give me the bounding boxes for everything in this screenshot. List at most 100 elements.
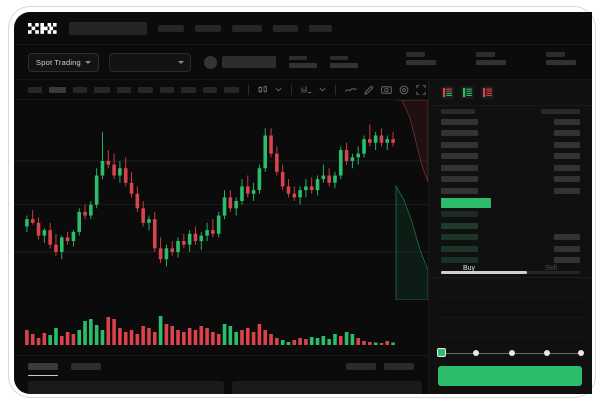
gear-icon[interactable]: [399, 85, 409, 95]
bottom-content-panel-1[interactable]: [232, 381, 422, 394]
chevron-down-icon[interactable]: [319, 87, 326, 92]
bottom-tab-0[interactable]: [28, 363, 58, 376]
bottom-content-panels: [28, 381, 422, 394]
timeframe-2[interactable]: [73, 86, 87, 93]
timeframe-8[interactable]: [203, 86, 217, 93]
header-stat-label: [476, 52, 495, 57]
order-book-row[interactable]: [429, 255, 592, 267]
pencil-icon[interactable]: [364, 84, 374, 95]
nav-item-4[interactable]: [309, 24, 332, 32]
bottom-panel: [14, 355, 428, 394]
header-stat-0: [406, 52, 436, 65]
order-book-depth-bar: [441, 271, 580, 274]
nav-item-2[interactable]: [232, 24, 262, 32]
trading-mode-label: Spot Trading: [36, 57, 81, 67]
indicators-icon[interactable]: [301, 85, 312, 94]
line-chart-icon[interactable]: [345, 86, 357, 94]
slider-stop-75[interactable]: [543, 349, 550, 356]
bottom-action-1[interactable]: [384, 363, 414, 370]
last-price-value: [221, 56, 276, 68]
order-book-row[interactable]: [429, 232, 592, 244]
buy-sell-tabs: Buy Sell: [428, 260, 592, 278]
header-stat-value: [406, 59, 436, 65]
candlestick-chart[interactable]: [14, 100, 428, 300]
fullscreen-icon[interactable]: [416, 84, 426, 95]
slider-stop-100[interactable]: [577, 349, 584, 356]
okx-logo-icon[interactable]: OKX: [28, 22, 58, 34]
toolbar-divider: [335, 84, 336, 95]
top-navigation-bar: OKX: [14, 12, 592, 45]
slider-handle[interactable]: [437, 348, 446, 357]
chart-toolbar: [14, 80, 428, 100]
timeframe-5[interactable]: [138, 86, 153, 93]
trading-pair-select[interactable]: [108, 52, 191, 72]
timeframe-6[interactable]: [160, 86, 174, 93]
order-field-1[interactable]: [436, 298, 584, 318]
chevron-down-icon: [177, 60, 184, 64]
camera-icon[interactable]: [381, 85, 392, 94]
order-book-asks: [429, 116, 592, 197]
app-screen: OKX Spot Trading: [14, 12, 592, 394]
timeframe-0[interactable]: [28, 86, 42, 93]
header-stats-group: [406, 52, 576, 65]
bottom-tab-1[interactable]: [71, 363, 101, 370]
nav-item-0[interactable]: [158, 24, 184, 32]
device-bezel: [8, 6, 596, 398]
header-stat-label: [406, 52, 425, 57]
order-book-header: [429, 105, 592, 116]
timeframe-1[interactable]: [49, 86, 66, 93]
nav-item-3[interactable]: [273, 24, 298, 32]
trade-form-panel: Buy Sell: [428, 260, 592, 394]
order-book-panel: [428, 80, 592, 394]
order-book-row[interactable]: [429, 139, 592, 151]
trading-mode-button[interactable]: Spot Trading: [28, 52, 99, 72]
orderbook-asks-icon[interactable]: [481, 86, 494, 99]
timeframe-3[interactable]: [94, 86, 110, 93]
chevron-down-icon[interactable]: [275, 87, 282, 92]
toolbar-divider: [291, 84, 292, 95]
market-header-bar: Spot Trading: [14, 45, 592, 80]
bottom-tabs: [14, 356, 428, 376]
orderbook-both-icon[interactable]: [441, 86, 454, 99]
candle-type-icon[interactable]: [258, 85, 268, 94]
order-book-row[interactable]: [429, 220, 592, 232]
order-book-row[interactable]: [429, 174, 592, 186]
market-stat-value: [329, 63, 358, 68]
order-book-row[interactable]: [429, 185, 592, 197]
tab-buy[interactable]: Buy: [462, 265, 476, 272]
order-field-0[interactable]: [436, 278, 584, 298]
bottom-action-0[interactable]: [346, 363, 376, 370]
timeframe-4[interactable]: [117, 86, 131, 93]
submit-buy-button[interactable]: [438, 366, 582, 386]
timeframe-9[interactable]: [224, 86, 239, 93]
chevron-down-icon: [84, 60, 91, 64]
tab-sell[interactable]: Sell: [545, 265, 557, 272]
slider-stop-50[interactable]: [508, 349, 515, 356]
header-stat-label: [546, 52, 565, 57]
order-book-layout-toggles: [429, 80, 592, 105]
depth-bar-fill: [441, 271, 528, 274]
order-book-row[interactable]: [429, 162, 592, 174]
order-book-row[interactable]: [429, 151, 592, 163]
order-book-column-amount: [541, 109, 580, 114]
amount-slider[interactable]: [437, 348, 584, 358]
header-stat-2: [546, 52, 576, 65]
bottom-content-panel-0[interactable]: [28, 381, 224, 394]
nav-item-1[interactable]: [195, 24, 221, 32]
order-book-row[interactable]: [429, 128, 592, 140]
order-book-row[interactable]: [429, 116, 592, 128]
order-field-2[interactable]: [436, 318, 584, 338]
bottom-actions: [346, 363, 414, 370]
market-stat-0: [288, 56, 317, 68]
header-stat-value: [546, 59, 576, 65]
slider-stop-25[interactable]: [472, 349, 479, 356]
market-stat-1: [329, 56, 358, 68]
order-book-row[interactable]: [429, 243, 592, 255]
search-input[interactable]: [69, 21, 147, 35]
order-book-row[interactable]: [429, 209, 592, 221]
toolbar-divider: [248, 84, 249, 95]
timeframe-7[interactable]: [181, 86, 196, 93]
market-stat-label: [329, 56, 348, 61]
orderbook-bids-icon[interactable]: [461, 86, 474, 99]
